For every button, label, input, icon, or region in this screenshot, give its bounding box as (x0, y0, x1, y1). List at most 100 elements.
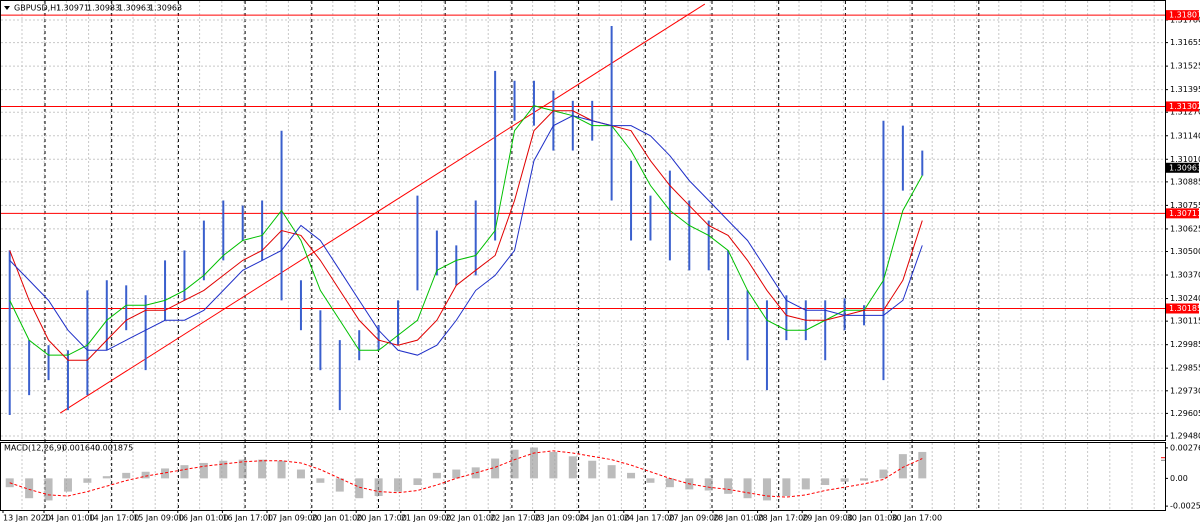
ohlc-value: 1.30983 (87, 4, 120, 13)
x-tick-label: 13 Jan 2020 (3, 514, 51, 523)
macd-histogram-bar (646, 478, 655, 483)
macd-histogram-bar (549, 451, 558, 479)
y-tick-label: 0.002766 (1170, 443, 1200, 452)
y-tick-label: 1.29605 (1170, 409, 1200, 418)
macd-histogram-bar (860, 478, 869, 481)
y-tick-label: 1.30625 (1170, 224, 1200, 233)
macd-histogram-bar (44, 478, 53, 501)
trend-line (59, 3, 706, 414)
moving-average (9, 110, 923, 361)
macd-histogram-bar (199, 462, 208, 479)
macd-histogram-bar (821, 478, 830, 485)
level-label: 1.31807 (1169, 11, 1200, 20)
y-tick-label: 1.29480 (1170, 432, 1200, 441)
macd-histogram-bar (607, 465, 616, 479)
level-label: 1.30185 (1169, 304, 1200, 313)
macd-histogram-bar (102, 476, 111, 479)
macd-histogram-bar (296, 469, 305, 479)
macd-histogram-bar (238, 459, 247, 479)
x-tick-label: 20 Jan 17:00 (356, 514, 407, 523)
x-tick-label: 28 Jan 01:00 (713, 514, 764, 523)
x-tick-label: 27 Jan 09:00 (668, 514, 719, 523)
y-tick-label: 1.30370 (1170, 271, 1200, 280)
x-tick-label: 14 Jan 17:00 (89, 514, 140, 523)
ohlc-value: 1.30963 (149, 4, 182, 13)
level-tag (1166, 101, 1199, 112)
y-tick-label: 1.31270 (1170, 108, 1200, 117)
macd-histogram-bar (840, 478, 849, 482)
macd-histogram-bar (588, 460, 597, 479)
x-tick-label: 24 Jan 17:00 (624, 514, 675, 523)
macd-histogram-bar (63, 478, 72, 492)
macd-histogram-bar (665, 478, 674, 488)
x-tick-label: 14 Jan 01:00 (44, 514, 95, 523)
macd-histogram-bar (743, 478, 752, 499)
x-tick-label: 30 Jan 01:00 (847, 514, 898, 523)
x-tick-label: 21 Jan 09:00 (401, 514, 452, 523)
macd-histogram-bar (394, 478, 403, 492)
last-price-label: 1.30963 (1169, 163, 1200, 172)
x-tick-label: 15 Jan 09:00 (133, 514, 184, 523)
x-tick-label: 24 Jan 01:00 (579, 514, 630, 523)
macd-histogram-bar (471, 467, 480, 479)
level-label: 1.31302 (1169, 102, 1200, 111)
y-tick-label: 1.30240 (1170, 294, 1200, 303)
symbol-label: GBPUSD,H1 (14, 4, 61, 13)
macd-signal (9, 450, 923, 498)
y-tick-label: 1.31010 (1170, 155, 1200, 164)
x-tick-label: 16 Jan 01:00 (178, 514, 229, 523)
macd-histogram-bar (374, 478, 383, 497)
macd-histogram-bar (898, 454, 907, 479)
y-tick-label: -0.002518 (1170, 502, 1200, 511)
x-tick-label: 22 Jan 01:00 (445, 514, 496, 523)
macd-histogram-bar (452, 469, 461, 479)
level-tag (1166, 10, 1199, 21)
macd-histogram-bar (413, 478, 422, 485)
level-tag (1166, 208, 1199, 219)
macd-histogram-bar (355, 478, 364, 499)
macd-histogram-bar (568, 456, 577, 479)
macd-histogram-bar (801, 478, 810, 490)
y-tick-label: 1.29730 (1170, 386, 1200, 395)
level-label: 1.30711 (1169, 209, 1200, 218)
macd-histogram-bar (316, 478, 325, 483)
macd-histogram-bar (258, 459, 267, 479)
macd-histogram-bar (918, 451, 927, 479)
y-tick-label: 0.00 (1170, 474, 1188, 483)
y-tick-label: 1.30755 (1170, 201, 1200, 210)
x-tick-label: 17 Jan 09:00 (267, 514, 318, 523)
macd-histogram-bar (704, 478, 713, 491)
x-tick-label: 23 Jan 09:00 (535, 514, 586, 523)
y-tick-label: 1.30500 (1170, 247, 1200, 256)
level-tag (1166, 303, 1199, 314)
x-tick-label: 20 Jan 01:00 (312, 514, 363, 523)
macd-histogram-bar (724, 478, 733, 494)
last-price-tag (1166, 162, 1199, 173)
macd-histogram-bar (782, 478, 791, 497)
macd-histogram-bar (335, 478, 344, 492)
y-tick-label: 1.31395 (1170, 85, 1200, 94)
x-tick-label: 29 Jan 09:00 (802, 514, 853, 523)
main-panel-frame (0, 0, 1166, 441)
macd-histogram-bar (83, 478, 92, 483)
moving-average (9, 115, 923, 356)
moving-average (9, 105, 923, 356)
y-tick-label: 1.31525 (1170, 62, 1200, 71)
y-tick-label: 1.31140 (1170, 131, 1200, 140)
macd-panel-frame (0, 442, 1166, 511)
macd-histogram-bar (627, 472, 636, 479)
y-tick-label: 1.29855 (1170, 364, 1200, 373)
menu-arrow[interactable] (4, 6, 10, 10)
y-tick-label: 1.31655 (1170, 38, 1200, 47)
macd-histogram-bar (180, 465, 189, 479)
macd-histogram-bar (879, 469, 888, 479)
macd-histogram-bar (432, 472, 441, 479)
y-tick-label: 1.30885 (1170, 177, 1200, 186)
macd-histogram-bar (491, 458, 500, 479)
ohlc-value: 1.30971 (56, 4, 89, 13)
macd-title: MACD(12,26,9) (4, 444, 65, 453)
macd-histogram-bar (161, 468, 170, 479)
macd-histogram-bar (510, 449, 519, 479)
